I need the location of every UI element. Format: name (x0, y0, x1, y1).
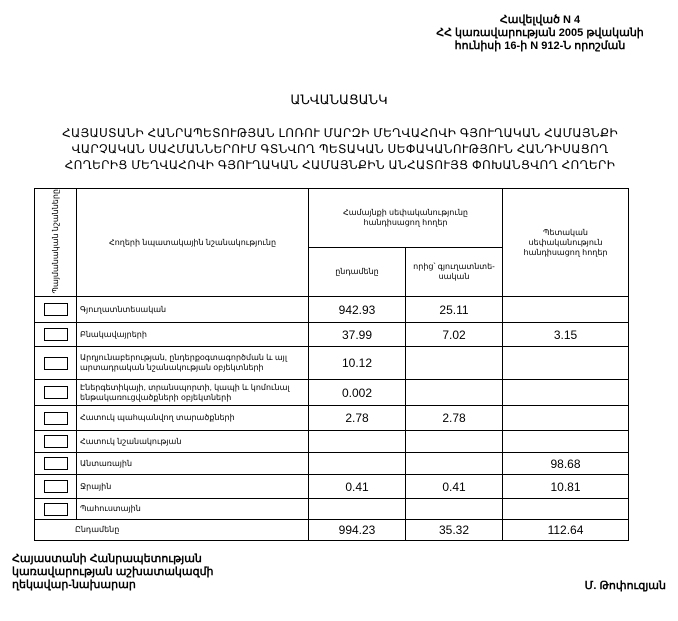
table-row: Բնակավայրերի 37.99 7.02 3.15 (34, 322, 629, 348)
legend-symbol (34, 452, 77, 476)
row-of-which: 2.78 (405, 405, 503, 432)
header-purpose: Հողերի նպատակային նշանակությունը (76, 187, 309, 298)
table-row: Հատուկ նշանակության (34, 430, 629, 454)
annex-decree-line: ՀՀ կառավարության 2005 թվականի (436, 27, 644, 39)
row-label: Անտառային (76, 452, 309, 476)
legend-swatch-icon (43, 411, 68, 425)
row-label: Բնակավայրերի (76, 322, 309, 348)
row-of-which: 25.11 (405, 296, 503, 324)
signatory-title-line: կառավարության աշխատակազմի (12, 566, 214, 578)
legend-symbol (34, 322, 77, 348)
document-title: ԱՆՎԱՆԱՑԱՆԿ (290, 92, 388, 107)
legend-symbol (34, 379, 77, 407)
header-symbols: Պայմանական նշանները (34, 187, 77, 298)
legend-symbol (34, 474, 77, 500)
row-label: Ջրային (76, 474, 309, 500)
table-row: Էներգետիկայի, տրանսպորտի, կապի և կոմունա… (34, 379, 629, 407)
legend-symbol (34, 405, 77, 432)
table-row: Արդյունաբերության, ընդերքօգտագործման և ա… (34, 346, 629, 381)
row-state: 3.15 (502, 322, 629, 348)
summary-state: 112.64 (502, 519, 629, 542)
legend-swatch-icon (43, 328, 68, 342)
summary-label: Ընդամենը (34, 519, 309, 542)
legend-swatch-icon (43, 303, 68, 317)
header-total: ընդամենը (308, 247, 406, 298)
row-total: 942.93 (308, 296, 406, 324)
row-label: Հատուկ նշանակության (76, 430, 309, 454)
row-state (502, 346, 629, 381)
row-state: 10.81 (502, 474, 629, 500)
document-subtitle: ՀԱՅԱՍՏԱՆԻ ՀԱՆՐԱՊԵՏՈՒԹՅԱՆ ԼՈՌՈՒ ՄԱՐԶԻ ՄԵՂ… (40, 125, 640, 173)
row-label: Գյուղատնտեսական (76, 296, 309, 324)
row-of-which (405, 346, 503, 381)
legend-swatch-icon (43, 386, 68, 400)
table-row: Ջրային 0.41 0.41 10.81 (34, 474, 629, 500)
table-row: Գյուղատնտեսական 942.93 25.11 (34, 296, 629, 324)
legend-symbol (34, 430, 77, 454)
legend-swatch-icon (43, 502, 68, 516)
row-label: Էներգետիկայի, տրանսպորտի, կապի և կոմունա… (76, 379, 309, 407)
row-state (502, 296, 629, 324)
table-row: Հատուկ պահպանվող տարածքների 2.78 2.78 (34, 405, 629, 432)
row-state (502, 498, 629, 521)
header-community: Համայնքի սեփականությունը հանդիսացող հողե… (308, 187, 503, 249)
subtitle-line: ՀՈՂԵՐԻՑ ՄԵՂՎԱՀՈՎԻ ԳՅՈՒՂԱԿԱՆ ՀԱՄԱՅՆՔԻՆ ԱՆ… (64, 158, 616, 172)
row-total (308, 452, 406, 476)
row-state (502, 379, 629, 407)
row-of-which (405, 498, 503, 521)
row-label: Պահուստային (76, 498, 309, 521)
legend-swatch-icon (43, 356, 68, 370)
row-of-which (405, 430, 503, 454)
annex-number: Հավելված N 4 (499, 14, 581, 26)
signatory-name: Մ. Թոփուզյան (584, 580, 666, 592)
row-total: 10.12 (308, 346, 406, 381)
legend-swatch-icon (43, 457, 68, 471)
legend-symbol (34, 498, 77, 521)
row-label: Արդյունաբերության, ընդերքօգտագործման և ա… (76, 346, 309, 381)
row-state (502, 430, 629, 454)
row-state: 98.68 (502, 452, 629, 476)
legend-symbol (34, 296, 77, 324)
row-of-which (405, 452, 503, 476)
legend-symbol (34, 346, 77, 381)
row-of-which (405, 379, 503, 407)
row-total (308, 430, 406, 454)
summary-row: Ընդամենը 994.23 35.32 112.64 (34, 519, 629, 542)
row-total: 37.99 (308, 322, 406, 348)
subtitle-line: ՎԱՐՉԱԿԱՆ ՍԱՀՄԱՆՆԵՐՈՒՄ ԳՏՆՎՈՂ ՊԵՏԱԿԱՆ ՍԵՓ… (71, 142, 609, 156)
row-total: 0.002 (308, 379, 406, 407)
summary-total: 994.23 (308, 519, 406, 542)
signatory-title: Հայաստանի Հանրապետության կառավարության ա… (12, 553, 214, 592)
row-label: Հատուկ պահպանվող տարածքների (76, 405, 309, 432)
annex-reference: Հավելված N 4 ՀՀ կառավարության 2005 թվակա… (420, 14, 660, 53)
legend-swatch-icon (43, 435, 68, 449)
row-state (502, 405, 629, 432)
summary-of-which: 35.32 (405, 519, 503, 542)
annex-decree-date: հունիսի 16-ի N 912-Ն որոշման (454, 40, 626, 52)
signatory-title-line: ղեկավար-նախարար (12, 579, 136, 591)
row-total: 0.41 (308, 474, 406, 500)
header-of-which: որից՝ գյուղատնտե- սական (405, 247, 503, 298)
land-table: Պայմանական նշանները Հողերի նպատակային նշ… (34, 187, 629, 542)
subtitle-line: ՀԱՅԱՍՏԱՆԻ ՀԱՆՐԱՊԵՏՈՒԹՅԱՆ ԼՈՌՈՒ ՄԱՐԶԻ ՄԵՂ… (62, 126, 618, 140)
signatory-title-line: Հայաստանի Հանրապետության (12, 553, 202, 565)
row-of-which: 0.41 (405, 474, 503, 500)
table-row: Անտառային 98.68 (34, 452, 629, 476)
row-total: 2.78 (308, 405, 406, 432)
header-state: Պետական սեփականություն հանդիսացող հողեր (502, 187, 629, 298)
row-total (308, 498, 406, 521)
row-of-which: 7.02 (405, 322, 503, 348)
legend-swatch-icon (43, 480, 68, 494)
table-row: Պահուստային (34, 498, 629, 521)
